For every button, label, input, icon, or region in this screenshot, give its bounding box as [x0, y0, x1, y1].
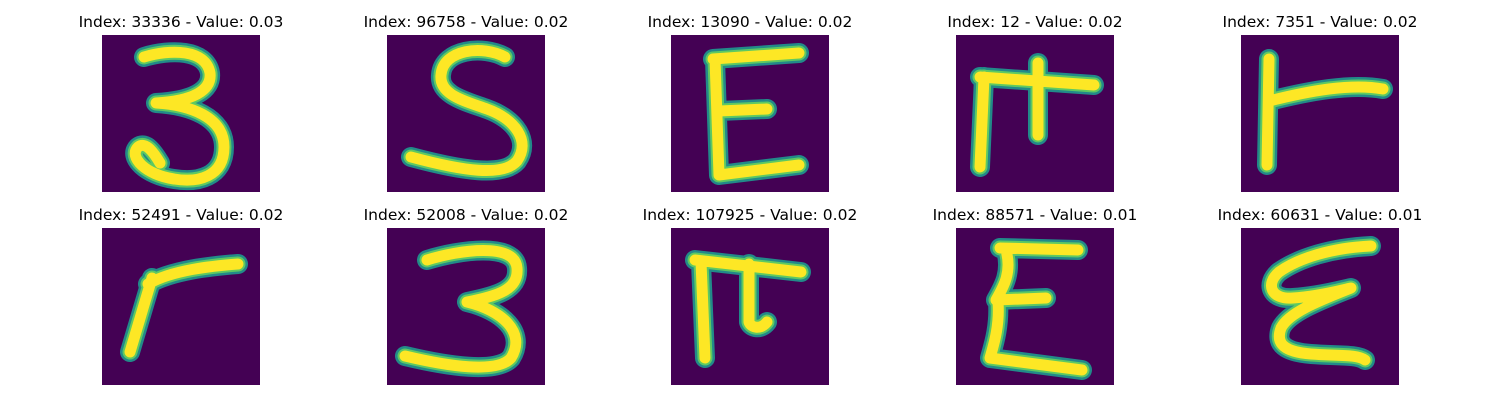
digit-image-3 — [387, 228, 545, 385]
panel-title: Index: 88571 - Value: 0.01 — [932, 206, 1138, 224]
panel-title: Index: 33336 - Value: 0.03 — [78, 13, 284, 31]
panel-title: Index: 52491 - Value: 0.02 — [78, 206, 284, 224]
digit-image-e — [671, 35, 829, 192]
panel-4: Index: 12 - Value: 0.02 — [920, 11, 1150, 192]
digit-image-pi — [671, 228, 829, 385]
digit-image-r — [102, 228, 260, 385]
panel-title: Index: 12 - Value: 0.02 — [947, 13, 1123, 31]
panel-6: Index: 52491 - Value: 0.02 — [66, 204, 296, 385]
panel-9: Index: 88571 - Value: 0.01 — [920, 204, 1150, 385]
panel-title: Index: 13090 - Value: 0.02 — [647, 13, 853, 31]
digit-image-sigma — [956, 228, 1114, 385]
digit-image-s — [387, 35, 545, 192]
digit-image-e — [1241, 228, 1399, 385]
panel-2: Index: 96758 - Value: 0.02 — [351, 11, 581, 192]
panel-title: Index: 60631 - Value: 0.01 — [1217, 206, 1423, 224]
digit-image-3 — [102, 35, 260, 192]
panel-7: Index: 52008 - Value: 0.02 — [351, 204, 581, 385]
digit-image-f — [1241, 35, 1399, 192]
panel-title: Index: 52008 - Value: 0.02 — [363, 206, 569, 224]
panel-5: Index: 7351 - Value: 0.02 — [1205, 11, 1435, 192]
panel-title: Index: 96758 - Value: 0.02 — [363, 13, 569, 31]
panel-title: Index: 7351 - Value: 0.02 — [1222, 13, 1418, 31]
panel-8: Index: 107925 - Value: 0.02 — [635, 204, 865, 385]
digit-image-pi — [956, 35, 1114, 192]
panel-title: Index: 107925 - Value: 0.02 — [642, 206, 858, 224]
panel-1: Index: 33336 - Value: 0.03 — [66, 11, 296, 192]
panel-10: Index: 60631 - Value: 0.01 — [1205, 204, 1435, 385]
panel-3: Index: 13090 - Value: 0.02 — [635, 11, 865, 192]
